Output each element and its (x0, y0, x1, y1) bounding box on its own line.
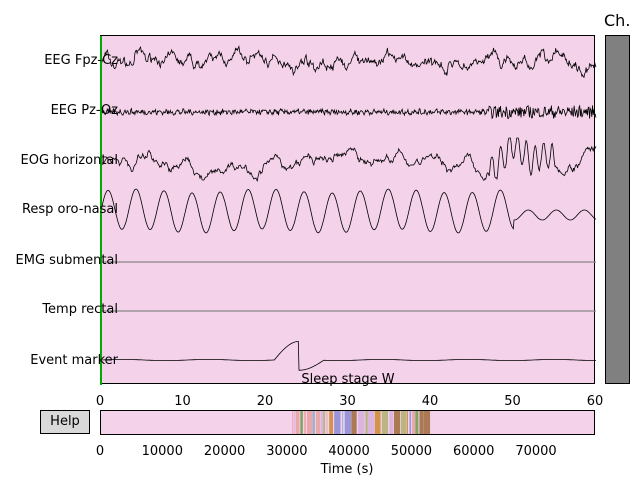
channel-label[interactable]: EEG Fpz-Cz (44, 53, 118, 68)
channel-trace (100, 188, 597, 234)
overview-annotation-segment (367, 411, 375, 434)
channel-scrollbar[interactable] (605, 35, 630, 384)
overview-tick-label: 30000 (266, 444, 308, 459)
signal-traces (100, 36, 597, 385)
channel-trace (101, 340, 596, 371)
overview-annotation-segment (323, 411, 326, 434)
channel-label[interactable]: EMG submental (15, 253, 118, 268)
overview-tick-label: 40000 (328, 444, 370, 459)
overview-annotation-segment (344, 411, 351, 434)
channel-label[interactable]: Event marker (30, 353, 118, 368)
overview-annotation-segment (320, 411, 324, 434)
overview-annotation-segment (292, 411, 294, 434)
signal-plot-area[interactable] (100, 35, 597, 385)
overview-annotation-segment (351, 411, 357, 434)
overview-tick-label: 10000 (141, 444, 183, 459)
overview-tick-label: 0 (95, 444, 105, 459)
x-tick-label: 40 (421, 394, 439, 409)
overview-annotation-segment (329, 411, 334, 434)
x-tick-label: 50 (504, 394, 521, 409)
overview-annotations (292, 411, 431, 434)
overview-annotation-segment (409, 411, 412, 434)
overview-annotation-segment (365, 411, 368, 434)
overview-x-axis-label: Time (s) (320, 462, 374, 477)
overview-annotation-segment (326, 411, 328, 434)
overview-annotation-segment (381, 411, 389, 434)
overview-tick-label: 50000 (390, 444, 433, 459)
x-tick-label: 20 (256, 394, 274, 409)
overview-annotation-segment (389, 411, 394, 434)
overview-annotation-segment (412, 411, 416, 434)
overview-annotation-segment (358, 411, 365, 434)
channel-trace (100, 137, 597, 182)
overview-annotation-segment (295, 411, 300, 434)
x-tick-label: 0 (95, 394, 105, 409)
overview-annotation-segment (300, 411, 303, 434)
overview-bar[interactable] (100, 410, 595, 435)
help-button[interactable]: Help (40, 410, 90, 434)
annotation-label: Sleep stage W (301, 372, 395, 387)
overview-tick-label: 60000 (453, 444, 495, 459)
channel-label[interactable]: Temp rectal (42, 302, 118, 317)
overview-annotation-segment (334, 411, 341, 434)
scrollbar-title: Ch. (604, 11, 631, 30)
overview-annotation-segment (393, 411, 401, 434)
overview-annotation-segment (423, 411, 431, 434)
channel-label[interactable]: Resp oro-nasal (21, 202, 118, 217)
x-tick-label: 60 (586, 394, 604, 409)
x-tick-label: 30 (339, 394, 356, 409)
overview-annotation-segment (415, 411, 419, 434)
overview-annotation-segment (419, 411, 424, 434)
channel-label[interactable]: EOG horizontal (20, 153, 119, 168)
scrollbar-thumb[interactable] (606, 36, 629, 383)
overview-annotation-segment (315, 411, 321, 434)
overview-annotation-segment (312, 411, 315, 434)
channel-trace (100, 45, 597, 79)
channel-trace (100, 104, 597, 120)
overview-tick-label: 20000 (203, 444, 246, 459)
x-tick-label: 10 (174, 394, 191, 409)
channel-label[interactable]: EEG Pz-Oz (50, 103, 118, 118)
overview-annotation-segment (342, 411, 344, 434)
overview-tick-label: 70000 (515, 444, 557, 459)
overview-annotation-segment (304, 411, 306, 434)
overview-annotation-segment (293, 411, 295, 434)
overview-annotation-segment (374, 411, 381, 434)
overview-annotation-segment (406, 411, 408, 434)
overview-annotation-segment (307, 411, 313, 434)
overview-annotation-segment (400, 411, 407, 434)
